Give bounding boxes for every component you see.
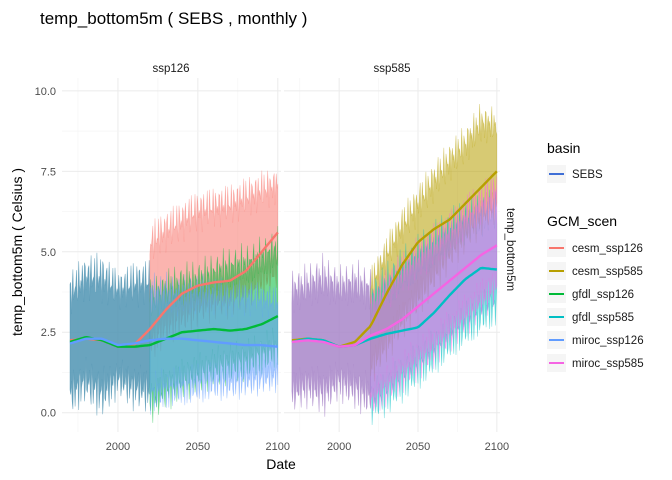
x-tick-label: 2000 (106, 441, 130, 453)
y-tick-label: 10.0 (35, 86, 56, 98)
legend-label: SEBS (572, 169, 603, 181)
legend-label: cesm_ssp585 (572, 266, 643, 278)
y-tick-label: 2.5 (41, 327, 56, 339)
legend-item-miroc_ssp585: miroc_ssp585 (547, 354, 644, 372)
strip-label-ssp585: ssp585 (373, 63, 410, 75)
legend-basin-title: basin (547, 140, 580, 156)
legend-item-cesm_ssp585: cesm_ssp585 (547, 262, 643, 280)
y-tick-label: 5.0 (41, 247, 56, 259)
x-tick-label: 2050 (186, 441, 210, 453)
legend-label: miroc_ssp585 (572, 358, 644, 370)
legend-item-gfdl_ssp585: gfdl_ssp585 (547, 308, 634, 326)
x-axis-label: Date (266, 456, 296, 472)
legend: basin SEBS GCM_scen cesm_ssp126 cesm_ssp5… (547, 140, 644, 372)
x-tick-label: 2100 (485, 441, 509, 453)
x-axis: 2000 2050 2100 2000 2050 2100 (106, 441, 509, 453)
chart-title: temp_bottom5m ( SEBS , monthly ) (40, 9, 307, 28)
trend-line-miroc_ssp585 (291, 244, 498, 348)
panel-ssp585 (284, 78, 500, 432)
legend-item-miroc_ssp126: miroc_ssp126 (547, 331, 644, 349)
trend-line-gfdl_ssp126 (69, 315, 279, 348)
x-tick-label: 2000 (327, 441, 351, 453)
legend-label: gfdl_ssp126 (572, 289, 634, 301)
panel-ssp126 (62, 78, 281, 432)
y-tick-label: 0.0 (41, 408, 56, 420)
strip-label-right: temp_bottom5m (504, 208, 516, 291)
y-tick-label: 7.5 (41, 166, 56, 178)
trend-line-gfdl_ssp585 (291, 266, 497, 348)
legend-label: gfdl_ssp585 (572, 312, 634, 324)
legend-gcm-title: GCM_scen (547, 213, 617, 229)
trend-line-miroc_ssp126 (69, 337, 278, 348)
legend-item-cesm_ssp126: cesm_ssp126 (547, 239, 643, 257)
x-tick-label: 2100 (266, 441, 290, 453)
x-tick-label: 2050 (406, 441, 430, 453)
legend-item-gfdl_ssp126: gfdl_ssp126 (547, 285, 634, 303)
legend-label: cesm_ssp126 (572, 243, 643, 255)
y-axis-label: temp_bottom5m ( Celsius ) (9, 168, 25, 336)
legend-item-SEBS: SEBS (547, 165, 603, 183)
band-miroc_ssp126 (149, 271, 279, 415)
strip-label-ssp126: ssp126 (152, 63, 189, 75)
legend-label: miroc_ssp126 (572, 335, 644, 347)
band-hindcast (291, 252, 372, 417)
y-axis: 0.0 2.5 5.0 7.5 10.0 (35, 86, 56, 420)
